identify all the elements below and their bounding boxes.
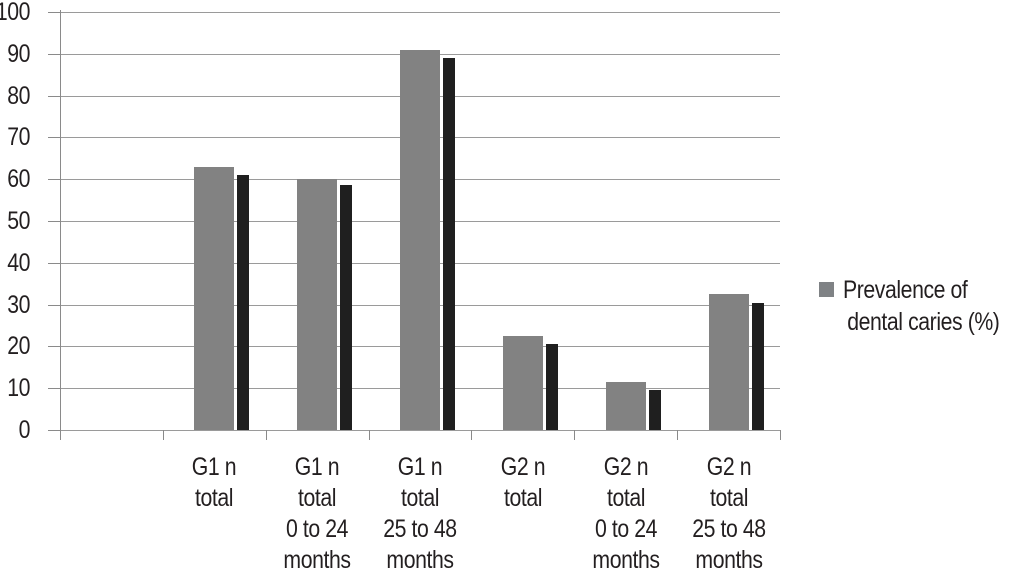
x-axis-label-4: G2 n total xyxy=(500,453,546,512)
x-axis-tick-7 xyxy=(780,430,781,440)
y-axis-tick-20 xyxy=(48,346,60,348)
y-axis-label-60: 60 xyxy=(7,165,30,194)
gridline-100 xyxy=(60,12,780,13)
x-axis-label-1: G1 n total xyxy=(192,453,237,512)
y-axis-label-20: 20 xyxy=(7,332,30,361)
x-axis-tick-6 xyxy=(677,430,679,440)
legend-label-line1: Prevalence of xyxy=(843,276,968,304)
bar-shadow-2 xyxy=(340,185,353,430)
bar-4 xyxy=(502,335,543,430)
y-axis-tick-100 xyxy=(48,12,60,13)
bar-shadow-5 xyxy=(648,390,661,430)
legend-swatch-icon xyxy=(819,282,834,297)
y-axis-tick-60 xyxy=(48,179,60,181)
y-axis-tick-80 xyxy=(48,95,60,97)
y-axis-label-10: 10 xyxy=(7,374,30,403)
x-axis-tick-3 xyxy=(368,430,370,440)
x-axis-label-3: G1 n total 25 to 48 months xyxy=(383,453,457,571)
x-axis-tick-4 xyxy=(471,430,473,440)
legend-label: Prevalence of dental caries (%) xyxy=(843,274,1000,338)
y-axis-label-100: 100 xyxy=(0,0,30,26)
bar-5 xyxy=(605,381,646,430)
bar-shadow-3 xyxy=(443,57,455,430)
y-axis-tick-30 xyxy=(48,304,60,306)
x-axis-tick-1 xyxy=(162,430,164,440)
y-axis-tick-40 xyxy=(48,262,60,264)
bar-shadow-4 xyxy=(545,344,558,430)
y-axis-label-90: 90 xyxy=(7,39,30,68)
bar-1 xyxy=(194,166,235,430)
bar-shadow-6 xyxy=(751,302,764,430)
x-axis-tick-0 xyxy=(60,430,61,440)
y-axis-label-80: 80 xyxy=(7,81,30,110)
y-axis-label-30: 30 xyxy=(7,290,30,319)
y-axis-line xyxy=(60,10,61,437)
y-axis-tick-10 xyxy=(48,388,60,390)
bar-2 xyxy=(297,179,338,430)
bar-6 xyxy=(708,294,749,430)
y-axis-tick-70 xyxy=(48,137,60,139)
x-axis-label-5: G2 n total 0 to 24 months xyxy=(592,453,660,571)
bar-shadow-1 xyxy=(237,175,250,430)
y-axis-label-70: 70 xyxy=(7,123,30,152)
y-axis-label-40: 40 xyxy=(7,248,30,277)
y-axis-tick-90 xyxy=(48,53,60,55)
y-axis-label-0: 0 xyxy=(18,416,31,444)
y-axis-tick-50 xyxy=(48,221,60,222)
x-axis-tick-2 xyxy=(265,430,267,440)
x-axis-tick-5 xyxy=(574,430,576,440)
legend-label-line2: dental caries (%) xyxy=(847,308,1000,336)
bar-3 xyxy=(400,49,440,430)
y-axis-tick-0 xyxy=(48,430,60,431)
x-axis-label-2: G1 n total 0 to 24 months xyxy=(283,453,352,571)
gridline-0 xyxy=(60,430,780,431)
x-axis-label-6: G2 n total 25 to 48 months xyxy=(691,453,766,571)
y-axis-label-50: 50 xyxy=(7,207,30,235)
